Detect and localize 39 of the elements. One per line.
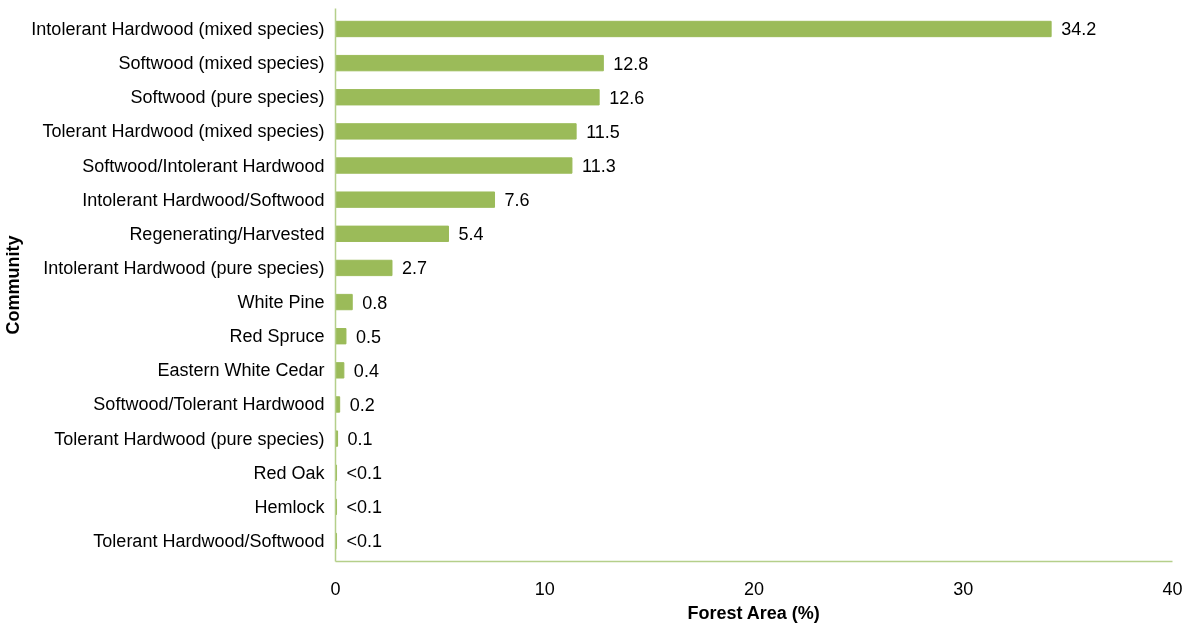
y-tick-label: Intolerant Hardwood (pure species)	[43, 257, 325, 278]
x-tick-label: 20	[743, 578, 765, 599]
data-label: 7.6	[504, 190, 530, 211]
x-tick-label: 40	[1162, 578, 1183, 599]
y-tick-label: Eastern White Cedar	[157, 360, 325, 381]
data-label: 11.5	[586, 121, 620, 142]
y-tick-label: White Pine	[237, 292, 325, 313]
x-tick-label: 30	[953, 578, 974, 599]
y-tick-label: Softwood/Tolerant Hardwood	[93, 394, 325, 415]
data-label: 0.4	[353, 360, 379, 381]
data-label: 12.6	[609, 87, 645, 108]
data-label: 0.2	[349, 394, 375, 415]
y-tick-label: Hemlock	[254, 496, 326, 517]
data-label: 0.8	[362, 292, 388, 313]
data-label: 0.5	[355, 326, 381, 347]
x-axis-title: Forest Area (%)	[687, 602, 820, 623]
data-label: 11.3	[581, 156, 616, 177]
y-tick-label: Tolerant Hardwood/Softwood	[93, 531, 325, 552]
y-tick-label: Softwood (mixed species)	[118, 53, 325, 74]
y-tick-label: Red Oak	[253, 462, 326, 483]
data-label: 34.2	[1061, 19, 1097, 40]
y-tick-label: Intolerant Hardwood/Softwood	[82, 189, 325, 210]
y-tick-label: Regenerating/Harvested	[129, 223, 325, 244]
x-tick-label: 0	[330, 578, 341, 599]
y-tick-label: Red Spruce	[229, 326, 325, 347]
data-label: 12.8	[613, 53, 649, 74]
y-axis-title: Community	[3, 235, 24, 335]
data-label: <0.1	[346, 531, 383, 552]
y-tick-label: Softwood (pure species)	[130, 87, 325, 108]
data-label: 5.4	[458, 224, 484, 245]
y-tick-label: Softwood/Intolerant Hardwood	[82, 155, 325, 176]
data-label: 0.1	[347, 429, 373, 450]
y-tick-label: Tolerant Hardwood (mixed species)	[42, 121, 325, 142]
data-label: <0.1	[346, 496, 383, 517]
y-tick-label: Tolerant Hardwood (pure species)	[54, 428, 325, 449]
data-label: <0.1	[346, 462, 383, 483]
x-tick-label: 10	[534, 578, 555, 599]
y-tick-label: Intolerant Hardwood (mixed species)	[31, 18, 325, 39]
data-label: 2.7	[402, 258, 428, 279]
